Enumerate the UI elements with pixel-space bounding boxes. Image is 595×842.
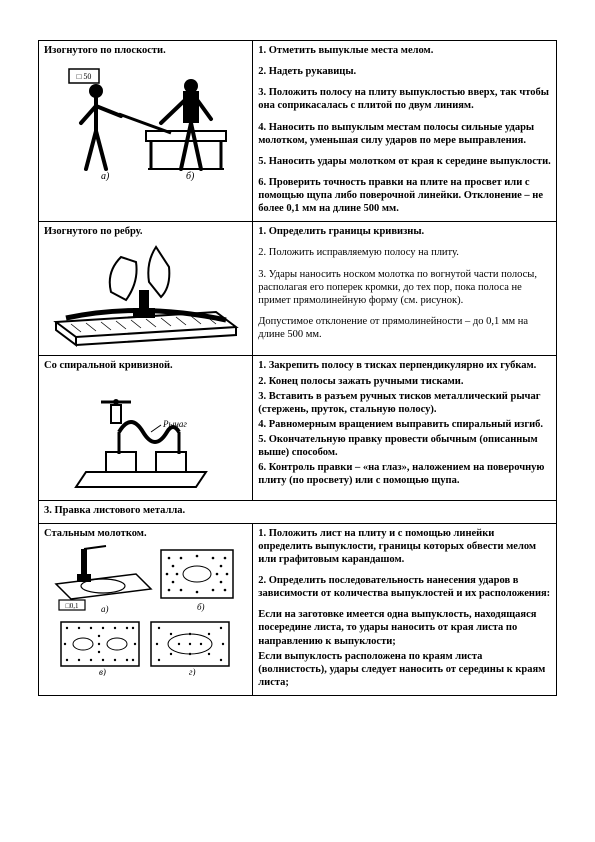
r3-s1: 1. Закрепить полосу в тисках перпендикул… [258,359,551,372]
illustration-sheet-b: в) г) [51,618,241,676]
r2-s2: 2. Положить исправляемую полосу на плиту… [258,246,551,259]
row3-title: Со спиральной кривизной. [44,360,173,371]
r2-s1: 1. Определить границы кривизны. [258,225,551,238]
table-row: Изогнутого по плоскости. □ 50 а) б) 1. О… [39,41,557,222]
row4-title: Стальным молотком. [44,528,147,539]
main-table: Изогнутого по плоскости. □ 50 а) б) 1. О… [38,40,557,696]
row2-title: Изогнутого по ребру. [44,226,143,237]
cell-left-2: Изогнутого по ребру. [39,222,253,356]
table-row: Стальным молотком. □0,1 а) б) [39,523,557,695]
lever-label: Рычаг [162,419,187,429]
svg-text:г): г) [189,667,196,676]
r1-s1: 1. Отметить выпуклые места мелом. [258,44,551,57]
svg-text:б): б) [186,171,195,181]
svg-text:в): в) [99,667,106,676]
r3-s3: 3. Вставить в разъем ручных тисков метал… [258,390,551,416]
r3-s2: 2. Конец полосы зажать ручными тисками. [258,375,551,388]
svg-text:а): а) [101,604,109,614]
illustration-spiral: Рычаг [51,377,241,492]
svg-text:□0,1: □0,1 [65,602,78,610]
r3-s5: 5. Окончательную правку провести обычным… [258,433,551,459]
cell-left-4: Стальным молотком. □0,1 а) б) [39,523,253,695]
cell-left-3: Со спиральной кривизной. Рычаг [39,356,253,500]
page: Изогнутого по плоскости. □ 50 а) б) 1. О… [0,0,595,842]
cell-left-1: Изогнутого по плоскости. □ 50 а) б) [39,41,253,222]
svg-text:а): а) [101,171,110,181]
r3-s4: 4. Равномерным вращением выправить спира… [258,418,551,431]
r3-s6: 6. Контроль правки – «на глаз», наложени… [258,461,551,487]
svg-text:□ 50: □ 50 [76,72,91,81]
svg-text:б): б) [197,602,205,612]
r1-s3: 3. Положить полосу на плиту выпуклостью … [258,86,551,112]
table-row-section: 3. Правка листового металла. [39,500,557,523]
cell-right-4: 1. Положить лист на плиту и с помощью ли… [253,523,557,695]
illustration-workers: □ 50 а) б) [51,61,241,181]
r4-s1: 1. Положить лист на плиту и с помощью ли… [258,527,551,566]
row1-title: Изогнутого по плоскости. [44,45,166,56]
section-header: 3. Правка листового металла. [39,500,557,523]
r4-s4: Если выпуклость расположена по краям лис… [258,650,551,689]
r1-s2: 2. Надеть рукавицы. [258,65,551,78]
r1-s4: 4. Наносить по выпуклым местам полосы си… [258,121,551,147]
r2-s3: 3. Удары наносить носком молотка по вогн… [258,268,551,307]
table-row: Изогнутого по ребру. 1. Определить грани… [39,222,557,356]
illustration-sheet-a: □0,1 а) б) [51,544,241,614]
cell-right-3: 1. Закрепить полосу в тисках перпендикул… [253,356,557,500]
r2-s4: Допустимое отклонение от прямолинейности… [258,315,551,341]
r4-s3: Если на заготовке имеется одна выпуклост… [258,608,551,647]
r4-s2: 2. Определить последовательность нанесен… [258,574,551,600]
illustration-edge-bend [51,242,241,347]
table-row: Со спиральной кривизной. Рычаг 1. Закреп… [39,356,557,500]
cell-right-1: 1. Отметить выпуклые места мелом. 2. Над… [253,41,557,222]
r1-s5: 5. Наносить удары молотком от края к сер… [258,155,551,168]
cell-right-2: 1. Определить границы кривизны. 2. Полож… [253,222,557,356]
r1-s6: 6. Проверить точность правки на плите на… [258,176,551,215]
